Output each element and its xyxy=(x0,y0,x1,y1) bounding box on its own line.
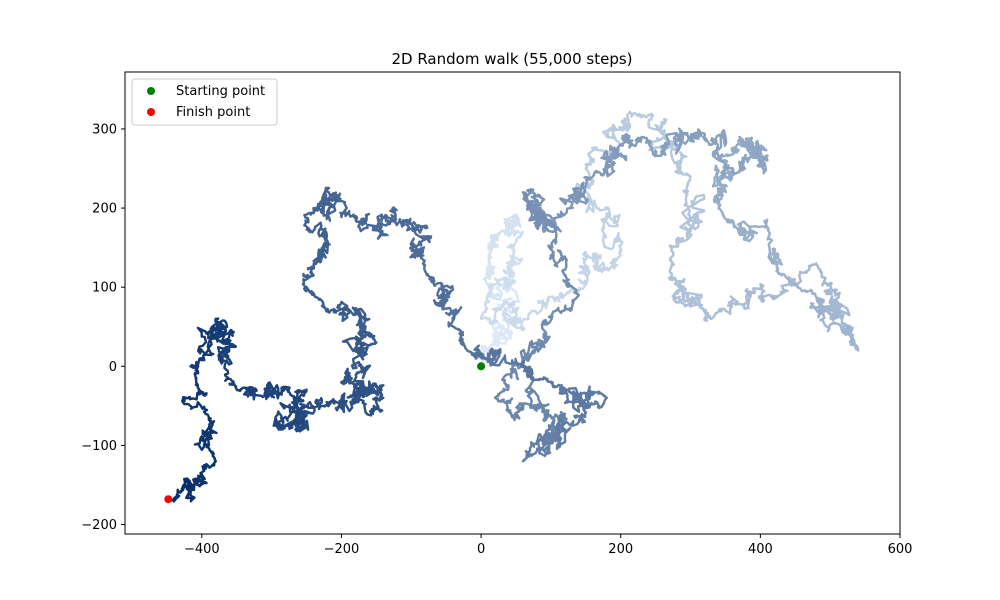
walk-segment xyxy=(242,381,301,401)
walk-segment xyxy=(313,295,371,340)
walk-segment xyxy=(405,217,433,260)
walk-segment xyxy=(711,146,740,204)
walk-segment xyxy=(600,133,651,164)
x-tick-label: 400 xyxy=(748,542,773,557)
start-point-marker xyxy=(477,362,486,371)
chart-title: 2D Random walk (55,000 steps) xyxy=(391,50,632,68)
legend-box xyxy=(131,78,278,126)
walk-segment xyxy=(301,225,331,298)
walk-segment xyxy=(645,127,706,158)
walk-segment xyxy=(487,233,524,295)
walk-segment xyxy=(181,382,218,452)
walk-segment xyxy=(357,206,413,240)
walk-segment xyxy=(213,317,235,345)
walk-segment xyxy=(738,144,769,175)
walk-segment xyxy=(611,110,664,136)
walk-segment xyxy=(521,428,565,463)
walk-segment xyxy=(479,290,522,330)
walk-segment xyxy=(571,160,616,205)
walk-segment xyxy=(493,339,546,405)
walk-path-layer xyxy=(165,110,860,503)
y-tick-label: −200 xyxy=(81,518,117,533)
walk-segment xyxy=(521,191,565,268)
walk-segment xyxy=(216,329,258,394)
plot-frame xyxy=(124,71,901,535)
x-tick-label: 200 xyxy=(608,542,633,557)
walk-segment xyxy=(341,330,378,370)
walk-segment xyxy=(303,190,337,234)
walk-segment xyxy=(671,294,750,322)
y-tick-label: 300 xyxy=(92,122,117,137)
y-tick-label: 0 xyxy=(109,360,117,375)
x-tick-label: 600 xyxy=(888,542,913,557)
x-axis: −400 −200 0 200 400 600 xyxy=(184,534,912,557)
walk-segment xyxy=(550,380,596,414)
y-tick-label: 200 xyxy=(92,202,117,217)
walk-segment xyxy=(489,213,525,251)
finish-point-marker xyxy=(164,495,173,504)
walk-segment xyxy=(330,385,384,417)
walk-segment xyxy=(505,380,565,423)
y-tick-label: −100 xyxy=(81,439,117,454)
walk-segment xyxy=(536,255,580,353)
walk-segment xyxy=(555,385,608,449)
legend-finish-label: Finish point xyxy=(176,105,250,120)
walk-segment xyxy=(539,183,586,233)
walk-segment xyxy=(189,321,228,387)
walk-segment xyxy=(648,118,692,186)
legend-start-marker xyxy=(147,87,155,95)
walk-segment xyxy=(715,199,777,265)
walk-segment xyxy=(703,129,747,177)
walk-segment xyxy=(340,360,372,391)
walk-segment xyxy=(577,250,622,286)
walk-segment xyxy=(809,305,860,352)
walk-segment xyxy=(672,183,706,249)
marker-layer xyxy=(164,362,486,504)
x-tick-label: 0 xyxy=(477,542,485,557)
walk-segment xyxy=(182,449,217,503)
walk-segment xyxy=(515,278,587,332)
walk-segment xyxy=(742,262,823,310)
walk-segment xyxy=(667,244,703,308)
x-tick-label: −400 xyxy=(184,542,220,557)
legend-finish-marker xyxy=(147,108,155,116)
walk-segment xyxy=(440,298,486,360)
y-tick-label: 100 xyxy=(92,281,117,296)
y-axis: −200 −100 0 100 200 300 xyxy=(81,122,125,533)
legend: Starting point Finish point xyxy=(131,78,278,126)
walk-segment xyxy=(474,347,553,384)
legend-start-label: Starting point xyxy=(176,84,265,99)
walk-segment xyxy=(769,247,826,319)
walk-segment xyxy=(274,388,308,427)
x-tick-label: −200 xyxy=(324,542,360,557)
